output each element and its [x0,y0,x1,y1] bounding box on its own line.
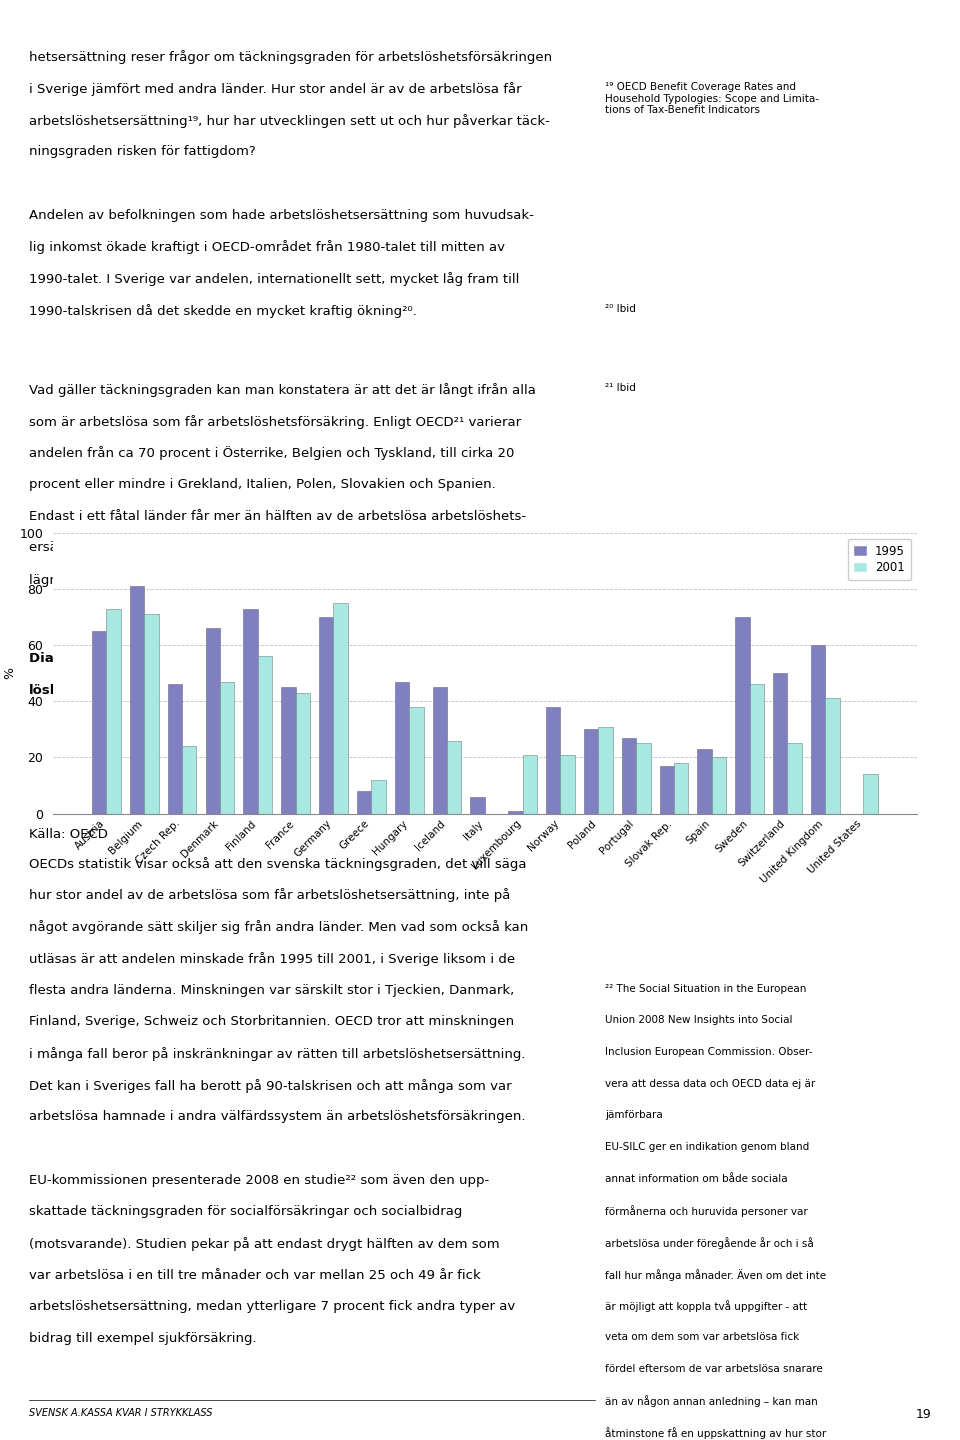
Text: Andelen av befolkningen som hade arbetslöshetsersättning som huvudsak-: Andelen av befolkningen som hade arbetsl… [29,209,534,222]
Y-axis label: %: % [4,667,16,680]
Bar [333,603,348,814]
Text: lig inkomst ökade kraftigt i OECD-området från 1980-talet till mitten av: lig inkomst ökade kraftigt i OECD-område… [29,240,505,255]
Bar [258,657,273,814]
Bar [244,609,258,814]
Bar [811,645,826,814]
Text: i Sverige jämfört med andra länder. Hur stor andel är av de arbetslösa får: i Sverige jämfört med andra länder. Hur … [29,82,521,96]
Text: skattade täckningsgraden för socialförsäkringar och socialbidrag: skattade täckningsgraden för socialförsä… [29,1205,462,1218]
Text: fördel eftersom de var arbetslösa snarare: fördel eftersom de var arbetslösa snarar… [605,1364,823,1374]
Text: ningsgraden risken för fattigdom?: ningsgraden risken för fattigdom? [29,145,255,158]
Text: hetsersättning reser frågor om täckningsgraden för arbetslöshetsförsäkringen: hetsersättning reser frågor om täcknings… [29,50,552,65]
Text: Union 2008 New Insights into Social: Union 2008 New Insights into Social [605,1015,792,1025]
Bar [357,791,372,814]
Text: ¹⁹ OECD Benefit Coverage Rates and
Household Typologies: Scope and Limita-
tions: ¹⁹ OECD Benefit Coverage Rates and House… [605,82,819,115]
Bar [863,775,877,814]
Text: 1990-talskrisen då det skedde en mycket kraftig ökning²⁰.: 1990-talskrisen då det skedde en mycket … [29,304,417,318]
Bar [182,746,197,814]
Text: fall hur många månader. Även om det inte: fall hur många månader. Även om det inte [605,1269,826,1280]
Text: annat information om både sociala: annat information om både sociala [605,1174,787,1184]
Bar [584,729,598,814]
Bar [826,698,840,814]
Text: procent eller mindre i Grekland, Italien, Polen, Slovakien och Spanien.: procent eller mindre i Grekland, Italien… [29,478,495,491]
Bar [205,628,220,814]
Text: 19: 19 [916,1408,931,1421]
Text: lägre usträckning får ersättning om de blir arbetslösa.: lägre usträckning får ersättning om de b… [29,573,391,588]
Bar [319,616,333,814]
Text: Endast i ett fåtal länder får mer än hälften av de arbetslösa arbetslöshets-: Endast i ett fåtal länder får mer än häl… [29,510,526,523]
Text: i många fall beror på inskränkningar av rätten till arbetslöshetsersättning.: i många fall beror på inskränkningar av … [29,1047,525,1061]
Text: SVENSK A.KASSA KVAR I STRYKKLASS: SVENSK A.KASSA KVAR I STRYKKLASS [29,1408,212,1418]
Bar [168,684,182,814]
Text: hur stor andel av de arbetslösa som får arbetslöshetsersättning, inte på: hur stor andel av de arbetslösa som får … [29,888,510,903]
Bar [787,743,802,814]
Text: än av någon annan anledning – kan man: än av någon annan anledning – kan man [605,1395,818,1407]
Bar [522,755,537,814]
Bar [409,707,423,814]
Text: EU-kommissionen presenterade 2008 en studie²² som även den upp-: EU-kommissionen presenterade 2008 en stu… [29,1174,489,1187]
Text: Det kan i Sveriges fall ha berott på 90-talskrisen och att många som var: Det kan i Sveriges fall ha berott på 90-… [29,1079,512,1093]
Bar [598,727,612,814]
Legend: 1995, 2001: 1995, 2001 [848,539,911,580]
Text: bidrag till exempel sjukförsäkring.: bidrag till exempel sjukförsäkring. [29,1332,256,1345]
Bar [395,681,409,814]
Text: var arbetslösa i en till tre månader och var mellan 25 och 49 år fick: var arbetslösa i en till tre månader och… [29,1269,481,1282]
Text: OECDs statistik visar också att den svenska täckningsgraden, det vill säga: OECDs statistik visar också att den sven… [29,857,526,871]
Bar [697,749,711,814]
Bar [107,609,121,814]
Bar [674,763,688,814]
Text: ersättning. Ungdomar och kvinnor är grupper som är mer utsatta och i: ersättning. Ungdomar och kvinnor är grup… [29,541,502,554]
Bar [561,755,575,814]
Text: ²² The Social Situation in the European: ²² The Social Situation in the European [605,984,806,994]
Text: arbetslösa hamnade i andra välfärdssystem än arbetslöshetsförsäkringen.: arbetslösa hamnade i andra välfärdssyste… [29,1110,525,1123]
Text: ²⁰ Ibid: ²⁰ Ibid [605,304,636,314]
Bar [711,757,726,814]
Bar [470,796,485,814]
Text: vera att dessa data och OECD data ej är: vera att dessa data och OECD data ej är [605,1079,815,1089]
Bar [750,684,764,814]
Text: som är arbetslösa som får arbetslöshetsförsäkring. Enligt OECD²¹ varierar: som är arbetslösa som får arbetslöshetsf… [29,415,521,429]
Bar [636,743,651,814]
Text: ²¹ Ibid: ²¹ Ibid [605,383,636,393]
Bar [660,766,674,814]
Bar [433,687,447,814]
Bar [281,687,296,814]
Bar [130,586,144,814]
Text: (motsvarande). Studien pekar på att endast drygt hälften av dem som: (motsvarande). Studien pekar på att enda… [29,1237,499,1251]
Text: utläsas är att andelen minskade från 1995 till 2001, i Sverige liksom i de: utläsas är att andelen minskade från 199… [29,952,515,966]
Bar [508,811,522,814]
Bar [546,707,561,814]
Text: förmånerna och huruvida personer var: förmånerna och huruvida personer var [605,1205,807,1217]
Text: EU-SILC ger en indikation genom bland: EU-SILC ger en indikation genom bland [605,1142,809,1152]
Text: 1990-talet. I Sverige var andelen, internationellt sett, mycket låg fram till: 1990-talet. I Sverige var andelen, inter… [29,272,519,287]
Text: något avgörande sätt skiljer sig från andra länder. Men vad som också kan: något avgörande sätt skiljer sig från an… [29,920,528,935]
Bar [92,631,107,814]
Bar [296,693,310,814]
Text: arbetslöshetsersättning¹⁹, hur har utvecklingen sett ut och hur påverkar täck-: arbetslöshetsersättning¹⁹, hur har utvec… [29,114,550,128]
Text: arbetslösa under föregående år och i så: arbetslösa under föregående år och i så [605,1237,813,1248]
Bar [220,681,234,814]
Bar [622,737,636,814]
Bar [372,780,386,814]
Text: veta om dem som var arbetslösa fick: veta om dem som var arbetslösa fick [605,1332,799,1342]
Bar [773,674,787,814]
Text: Vad gäller täckningsgraden kan man konstatera är att det är långt ifrån alla: Vad gäller täckningsgraden kan man konst… [29,383,536,397]
Text: Finland, Sverige, Schweiz och Storbritannien. OECD tror att minskningen: Finland, Sverige, Schweiz och Storbritan… [29,1015,514,1028]
Text: åtminstone få en uppskattning av hur stor: åtminstone få en uppskattning av hur sto… [605,1427,826,1439]
Text: är möjligt att koppla två uppgifter - att: är möjligt att koppla två uppgifter - at… [605,1300,807,1312]
Text: arbetslöshetsersättning, medan ytterligare 7 procent fick andra typer av: arbetslöshetsersättning, medan ytterliga… [29,1300,516,1313]
Bar [735,616,750,814]
Text: Diagram 3. Andel av de arbetslösa – enligt ILO definition – som mottar arbets-: Diagram 3. Andel av de arbetslösa – enli… [29,652,614,665]
Text: Inclusion European Commission. Obser-: Inclusion European Commission. Obser- [605,1047,812,1057]
Text: Källa: OECD: Källa: OECD [29,828,108,841]
Bar [144,615,158,814]
Text: andelen från ca 70 procent i Österrike, Belgien och Tyskland, till cirka 20: andelen från ca 70 procent i Österrike, … [29,446,515,461]
Bar [447,740,462,814]
Text: löshetsersättning.: löshetsersättning. [29,684,166,697]
Text: flesta andra länderna. Minskningen var särskilt stor i Tjeckien, Danmark,: flesta andra länderna. Minskningen var s… [29,984,514,996]
Text: jämförbara: jämförbara [605,1110,662,1120]
